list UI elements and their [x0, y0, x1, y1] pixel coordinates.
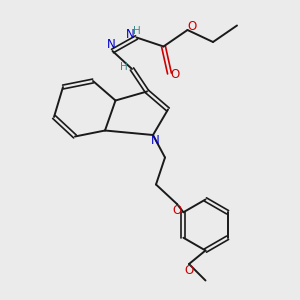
Text: H: H: [133, 26, 140, 36]
Text: N: N: [125, 28, 134, 41]
Text: N: N: [151, 134, 160, 147]
Text: O: O: [170, 68, 179, 82]
Text: O: O: [172, 203, 182, 217]
Text: N: N: [106, 38, 116, 52]
Text: O: O: [188, 20, 196, 33]
Text: H: H: [120, 61, 128, 72]
Text: O: O: [184, 263, 194, 277]
